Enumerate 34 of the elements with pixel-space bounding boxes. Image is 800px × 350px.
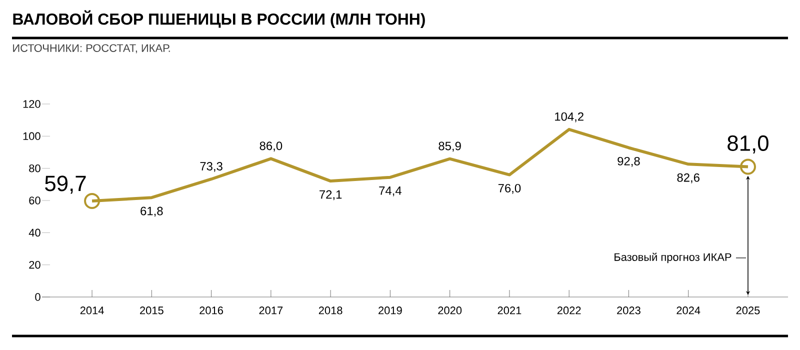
data-label: 74,4 [379,186,402,196]
x-tick-label: 2023 [617,306,640,314]
data-label: 59,7 [45,176,86,194]
data-label: 82,6 [677,173,700,184]
x-tick-label: 2020 [438,306,462,314]
x-tick-label: 2022 [557,306,581,314]
data-label: 92,8 [618,156,640,167]
x-tick-label: 2019 [378,306,402,314]
x-tick-label: 2021 [498,306,522,314]
x-tick-label: 2016 [200,306,223,314]
y-tick-label: 40 [28,228,40,237]
data-label: 81,0 [728,135,768,154]
y-tick-label: 80 [29,164,40,172]
y-tick-label: 0 [35,293,40,301]
y-tick-label: 120 [23,100,40,108]
y-tick-label: 20 [29,260,40,269]
x-tick-label: 2025 [736,306,760,314]
data-label: 73,3 [200,162,222,172]
data-label: 72,1 [320,190,342,200]
y-tick-label: 100 [23,132,40,140]
x-tick-label: 2018 [318,306,342,314]
annotation: Базовый прогноз ИКАР [614,252,732,264]
data-label: 61,8 [140,206,163,217]
data-label: 85,9 [438,142,461,152]
text: ИСТОЧНИКИ: РОССТАТ, ИКАР. [13,44,170,54]
data-label: 86,0 [260,142,282,152]
data-label: 104,2 [555,112,584,122]
x-tick-label: 2014 [80,306,104,314]
x-tick-label: 2015 [140,306,164,314]
x-tick-label: 2017 [259,306,283,314]
data-label: 76,0 [498,184,521,194]
x-tick-label: 2024 [676,306,700,314]
chart-title: ВАЛОВОЙ СБОР ПШЕНИЦЫ В РОССИИ (МЛН ТОНН) [13,10,425,28]
y-tick-label: 60 [29,196,40,204]
